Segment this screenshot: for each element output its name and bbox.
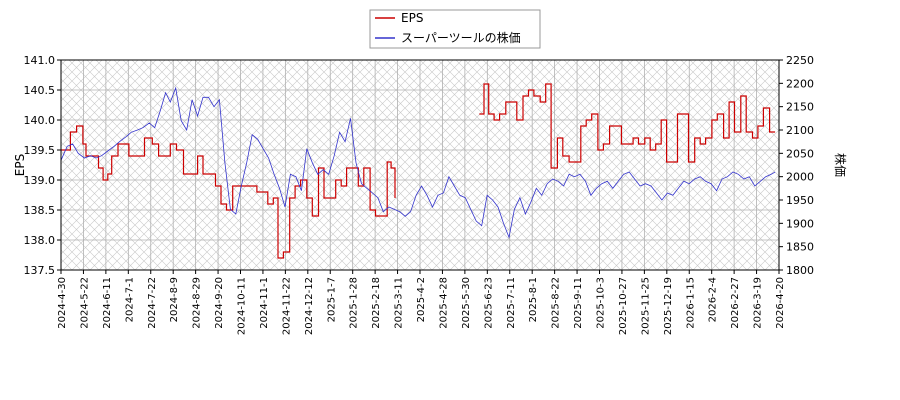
x-tick-label: 2025-2-18 bbox=[371, 277, 382, 329]
x-tick-label: 2024-6-11 bbox=[102, 277, 113, 329]
x-tick-label: 2024-5-22 bbox=[79, 277, 90, 329]
x-tick-label: 2025-4-2 bbox=[416, 277, 427, 322]
y-left-tick-label: 139.0 bbox=[24, 174, 56, 187]
y-left-tick-label: 138.0 bbox=[24, 234, 56, 247]
x-tick-label: 2025-3-11 bbox=[394, 277, 405, 329]
y-right-tick-label: 2250 bbox=[786, 54, 814, 67]
y-left-axis: 137.5 138.0 138.5 139.0 139.5 140.0 140.5 141.0 bbox=[24, 54, 61, 277]
y-right-tick-label: 1850 bbox=[786, 241, 814, 254]
stock-price-line bbox=[61, 86, 776, 239]
eps-line bbox=[61, 125, 396, 259]
x-tick-label: 2024-9-20 bbox=[214, 277, 225, 329]
x-tick-label: 2025-9-11 bbox=[573, 277, 584, 329]
x-tick-label: 2024-12-12 bbox=[304, 277, 315, 335]
legend-label-eps: EPS bbox=[401, 11, 423, 25]
y-right-tick-label: 1950 bbox=[786, 194, 814, 207]
x-axis: 2024-4-30 2024-5-22 2024-6-11 2024-7-1 2024-… bbox=[57, 270, 786, 335]
legend: EPS スーパーツールの株価 bbox=[369, 9, 541, 49]
x-tick-label: 2026-3-19 bbox=[753, 277, 764, 329]
x-tick-label: 2025-7-11 bbox=[506, 277, 517, 329]
y-right-tick-label: 2100 bbox=[786, 124, 814, 137]
x-tick-label: 2024-7-1 bbox=[124, 277, 135, 322]
x-tick-label: 2024-8-9 bbox=[169, 277, 180, 322]
y-left-tick-label: 140.0 bbox=[24, 114, 56, 127]
x-tick-label: 2024-8-29 bbox=[192, 277, 203, 329]
x-tick-label: 2026-4-20 bbox=[775, 277, 786, 329]
x-tick-label: 2025-11-25 bbox=[640, 277, 651, 335]
x-tick-label: 2026-2-4 bbox=[708, 277, 719, 322]
x-tick-label: 2024-10-11 bbox=[237, 277, 248, 335]
x-tick-label: 2025-12-19 bbox=[663, 277, 674, 335]
x-tick-label: 2025-8-1 bbox=[528, 277, 539, 322]
y-left-axis-label: EPS bbox=[13, 154, 27, 176]
legend-box bbox=[369, 9, 541, 49]
x-tick-label: 2025-10-3 bbox=[596, 277, 607, 329]
y-left-tick-label: 138.5 bbox=[24, 204, 56, 217]
x-tick-label: 2025-10-27 bbox=[618, 277, 629, 335]
x-tick-label: 2024-11-22 bbox=[281, 277, 292, 335]
y-left-tick-label: 137.5 bbox=[24, 264, 56, 277]
series-layer bbox=[61, 83, 776, 259]
y-right-tick-label: 2000 bbox=[786, 171, 814, 184]
x-tick-label: 2025-8-22 bbox=[551, 277, 562, 329]
x-tick-label: 2024-11-1 bbox=[259, 277, 270, 329]
eps-line bbox=[479, 83, 776, 169]
x-tick-label: 2026-2-27 bbox=[730, 277, 741, 329]
y-right-tick-label: 1800 bbox=[786, 264, 814, 277]
x-tick-label: 2025-6-23 bbox=[483, 277, 494, 329]
y-right-tick-label: 1900 bbox=[786, 217, 814, 230]
y-right-tick-label: 2200 bbox=[786, 77, 814, 90]
x-tick-label: 2024-7-22 bbox=[147, 277, 158, 329]
x-tick-label: 2025-5-30 bbox=[461, 277, 472, 329]
x-tick-label: 2025-1-28 bbox=[349, 277, 360, 329]
y-right-axis-label: 株価 bbox=[833, 153, 848, 177]
x-tick-label: 2026-1-15 bbox=[685, 277, 696, 329]
x-tick-label: 2025-1-7 bbox=[326, 277, 337, 322]
x-tick-label: 2025-4-28 bbox=[438, 277, 449, 329]
y-left-tick-label: 141.0 bbox=[24, 54, 56, 67]
y-right-tick-label: 2150 bbox=[786, 101, 814, 114]
y-left-tick-label: 139.5 bbox=[24, 144, 56, 157]
legend-label-stock: スーパーツールの株価 bbox=[401, 30, 521, 45]
x-tick-label: 2024-4-30 bbox=[57, 277, 68, 329]
y-left-tick-label: 140.5 bbox=[24, 84, 56, 97]
y-right-tick-label: 2050 bbox=[786, 147, 814, 160]
y-right-axis: 1800 1850 1900 1950 2000 2050 2100 2150 2200 2250 bbox=[779, 54, 814, 277]
